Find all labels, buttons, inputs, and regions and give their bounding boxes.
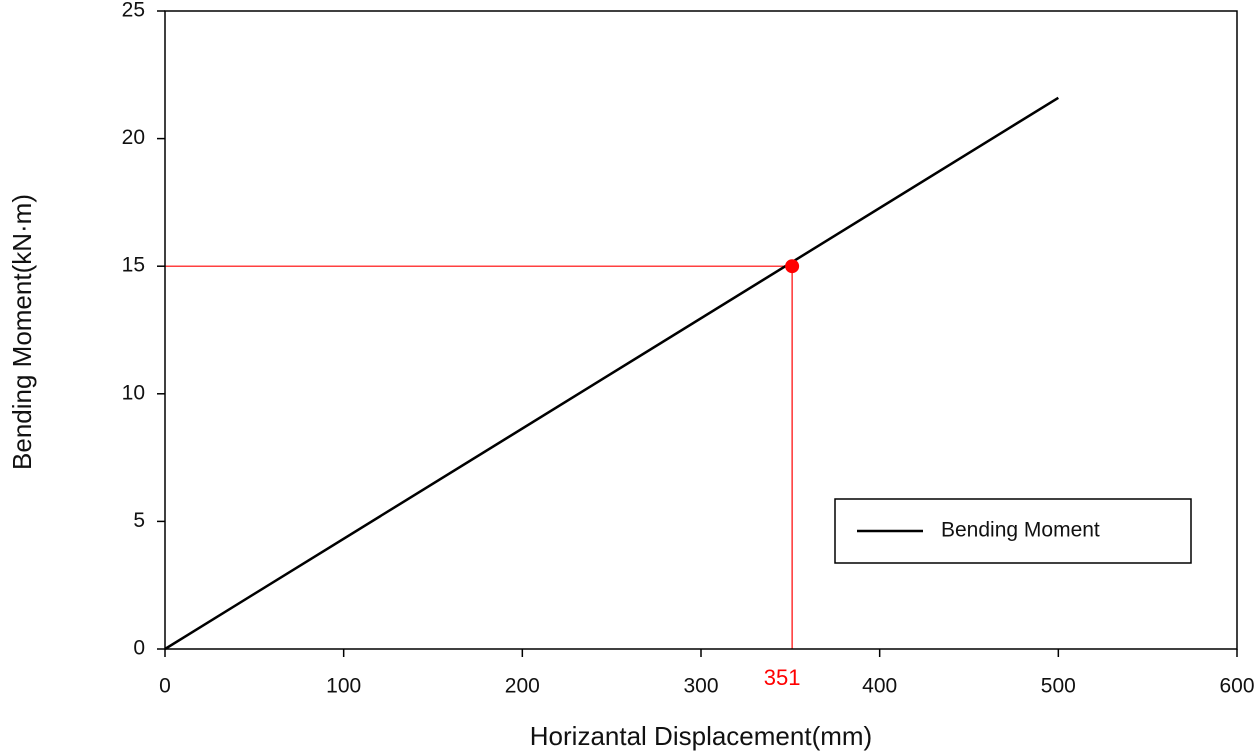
y-tick-label: 20 — [122, 126, 145, 149]
x-axis-label: Horizantal Displacement(mm) — [530, 721, 872, 751]
marker-point — [785, 259, 800, 274]
y-tick-label: 0 — [133, 637, 145, 660]
x-tick-label: 0 — [159, 675, 171, 698]
x-tick-label: 100 — [326, 675, 361, 698]
legend-label: Bending Moment — [941, 519, 1100, 542]
y-tick-label: 25 — [122, 0, 145, 22]
y-tick-label: 15 — [122, 254, 145, 277]
x-tick-label: 400 — [862, 675, 897, 698]
data-line — [164, 96, 1059, 651]
marker-label: 351 — [764, 665, 801, 690]
x-tick-label: 600 — [1219, 675, 1254, 698]
x-tick-label: 300 — [683, 675, 718, 698]
plot-frame — [164, 10, 1238, 650]
y-tick-label: 5 — [133, 509, 145, 532]
y-axis-label: Bending Moment(kN·m) — [7, 194, 37, 470]
x-tick-label: 200 — [505, 675, 540, 698]
x-tick-label: 500 — [1041, 675, 1076, 698]
y-tick-label: 10 — [122, 381, 145, 404]
